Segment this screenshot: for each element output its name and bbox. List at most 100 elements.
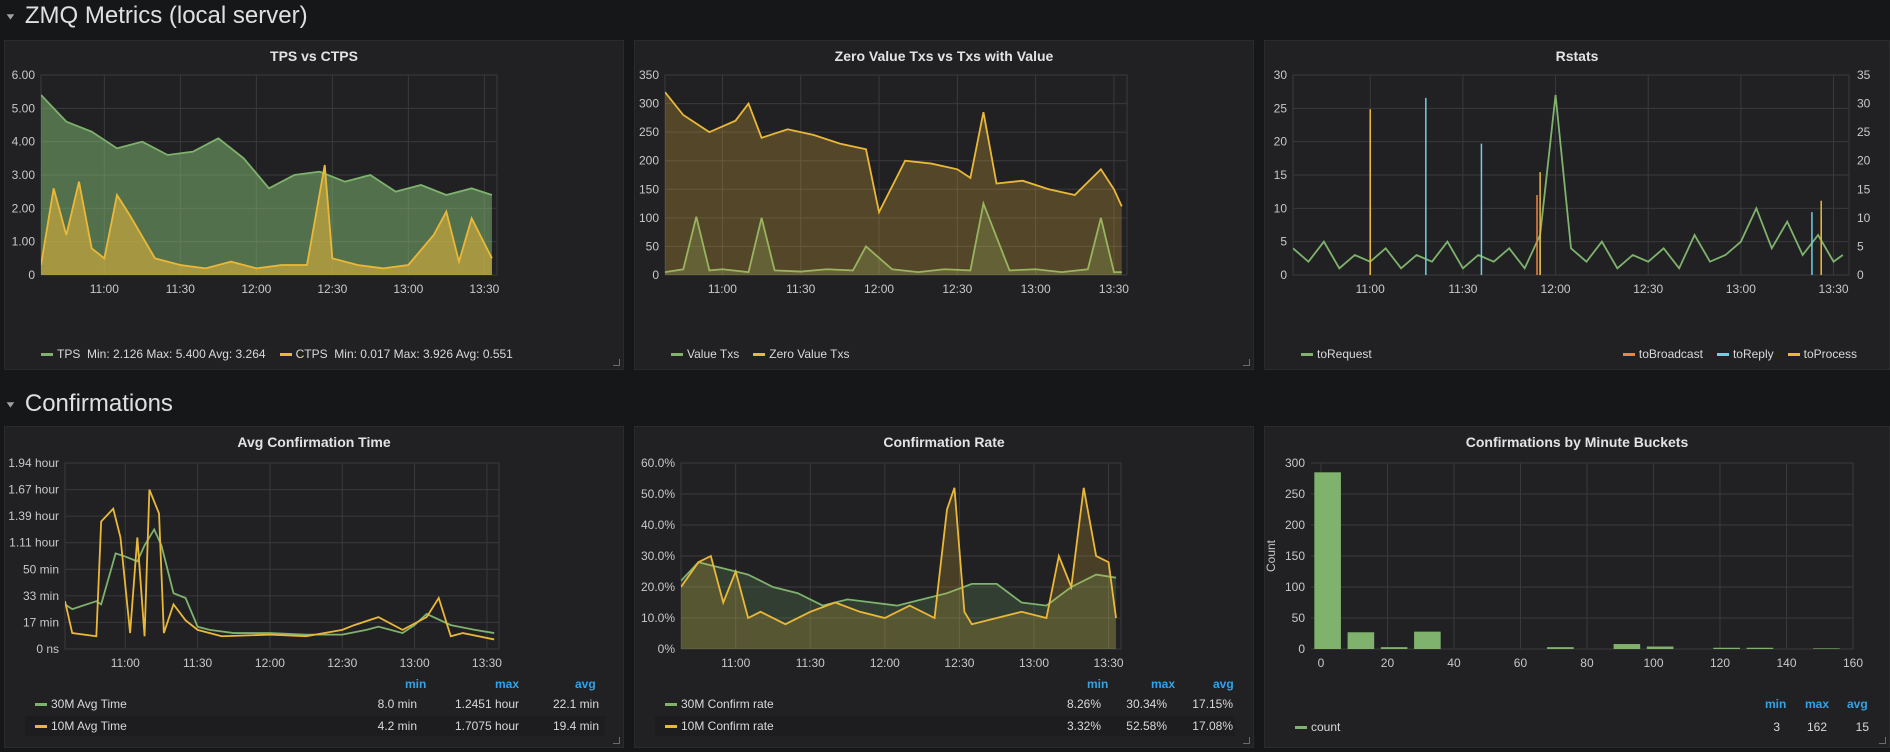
legend-header-avg[interactable]: avg bbox=[1213, 677, 1234, 691]
legend-header-max[interactable]: max bbox=[495, 677, 520, 691]
legend-header-min[interactable]: min bbox=[1087, 677, 1109, 691]
bar[interactable] bbox=[1613, 644, 1641, 649]
panel-confirmations-by-minute-buckets[interactable]: Confirmations by Minute Buckets 0 50 100 15… bbox=[1264, 426, 1890, 748]
row-title-confirmations[interactable]: ▼ Confirmations bbox=[4, 390, 173, 418]
series-line-10m-avg-time[interactable] bbox=[65, 489, 495, 641]
legend-stats: Min: 2.126 Max: 5.400 Avg: 3.264 bbox=[87, 347, 266, 361]
panel-confirmation-rate[interactable]: Confirmation Rate 0% 10.0% 20.0% 30.0% 40.0%… bbox=[634, 426, 1254, 748]
y-tick-label: 150 bbox=[1285, 549, 1305, 563]
y-tick-label: 50 bbox=[646, 239, 660, 253]
legend-swatch bbox=[753, 352, 766, 356]
series-line-zero-value-txs[interactable] bbox=[665, 91, 1123, 215]
x-tick-label: 11:00 bbox=[1356, 282, 1385, 296]
legend-item-to-request[interactable]: toRequest bbox=[1301, 347, 1372, 361]
row-title-zmq[interactable]: ▼ ZMQ Metrics (local server) bbox=[4, 2, 308, 30]
y2-tick-label: 5 bbox=[1857, 239, 1864, 253]
panel-title[interactable]: Zero Value Txs vs Txs with Value bbox=[834, 48, 1054, 64]
y-tick-label: 60.0% bbox=[641, 456, 675, 470]
chevron-down-icon[interactable]: ▼ bbox=[4, 10, 17, 22]
legend-header-min[interactable]: min bbox=[405, 677, 427, 691]
resize-handle[interactable] bbox=[613, 737, 620, 744]
legend-header-max[interactable]: max bbox=[1151, 677, 1176, 691]
resize-handle[interactable] bbox=[613, 359, 620, 366]
legend-item-zero-value-txs[interactable]: Zero Value Txs bbox=[753, 347, 850, 361]
series-line-30m-confirm-rate[interactable] bbox=[681, 561, 1117, 607]
panel-title[interactable]: Confirmations by Minute Buckets bbox=[1465, 434, 1689, 450]
bar[interactable] bbox=[1314, 472, 1341, 649]
bar[interactable] bbox=[1347, 632, 1375, 649]
legend-row[interactable]: 10M Avg Time 4.2 min 1.7075 hour 19.4 mi… bbox=[25, 716, 605, 736]
bar[interactable] bbox=[1713, 647, 1740, 649]
resize-handle[interactable] bbox=[1243, 737, 1250, 744]
y2-tick-label: 35 bbox=[1857, 68, 1871, 82]
legend-item-ctps[interactable]: CTPS Min: 0.017 Max: 3.926 Avg: 0.551 bbox=[279, 347, 513, 361]
bar[interactable] bbox=[1547, 647, 1574, 649]
bar[interactable] bbox=[1646, 646, 1674, 649]
legend-label: 30M Avg Time bbox=[51, 697, 127, 711]
legend-row[interactable]: count 3 162 15 bbox=[1285, 717, 1875, 737]
legend-label: 10M Avg Time bbox=[51, 719, 127, 733]
series-line-30m-avg-time[interactable] bbox=[65, 527, 495, 636]
series-line-value-txs[interactable] bbox=[665, 200, 1122, 274]
resize-handle[interactable] bbox=[1879, 737, 1886, 744]
y-tick-label: 15 bbox=[1274, 168, 1288, 182]
series-line-ctps[interactable] bbox=[41, 164, 493, 270]
grid bbox=[1311, 462, 1854, 650]
bar[interactable] bbox=[1380, 647, 1408, 649]
legend-header-max[interactable]: max bbox=[1805, 697, 1830, 711]
panel-title[interactable]: Confirmation Rate bbox=[883, 434, 1005, 450]
x-tick-label: 13:30 bbox=[1094, 656, 1124, 670]
series-line-torequest[interactable] bbox=[1293, 94, 1844, 271]
panel-title[interactable]: Avg Confirmation Time bbox=[237, 434, 391, 450]
bar[interactable] bbox=[1414, 631, 1441, 649]
y-tick-label: 250 bbox=[639, 125, 659, 139]
panel-title[interactable]: TPS vs CTPS bbox=[270, 48, 358, 64]
legend-item-tps[interactable]: TPS Min: 2.126 Max: 5.400 Avg: 3.264 bbox=[41, 347, 266, 361]
legend-label: toRequest bbox=[1317, 347, 1372, 361]
legend: Value Txs Zero Value Txs bbox=[671, 347, 858, 361]
x-tick-label: 12:30 bbox=[317, 282, 347, 296]
legend-swatch bbox=[1787, 352, 1800, 356]
resize-handle[interactable] bbox=[1243, 359, 1250, 366]
legend-item-to-process[interactable]: toProcess bbox=[1787, 347, 1857, 361]
chart-svg: 0 50 100 150 200 250 300 0 20 40 60 80 100 120 140 160 C… bbox=[1264, 456, 1863, 670]
bar[interactable] bbox=[1746, 647, 1774, 649]
legend-header-min[interactable]: min bbox=[1765, 697, 1787, 711]
legend-max: 52.58% bbox=[1126, 719, 1167, 733]
chart-svg: 0 1.00 2.00 3.00 4.00 5.00 6.00 11:00 11:30 12:00… bbox=[12, 68, 500, 296]
y-tick-label: 50 bbox=[1292, 611, 1306, 625]
panel-zero-value-txs[interactable]: Zero Value Txs vs Txs with Value 0 50 100 1… bbox=[634, 40, 1254, 370]
legend-max: 1.2451 hour bbox=[454, 697, 519, 711]
bar[interactable] bbox=[1813, 648, 1840, 649]
chevron-down-icon[interactable]: ▼ bbox=[4, 398, 17, 410]
y-tick-label: 300 bbox=[1285, 456, 1305, 470]
legend-avg: 17.08% bbox=[1192, 719, 1233, 733]
x-tick-label: 13:00 bbox=[1021, 282, 1051, 296]
area-10m-confirm-rate bbox=[681, 487, 1117, 649]
series-line-tps[interactable] bbox=[41, 94, 493, 196]
legend-row[interactable]: 10M Confirm rate 3.32% 52.58% 17.08% bbox=[655, 716, 1235, 736]
legend-row[interactable]: 30M Avg Time 8.0 min 1.2451 hour 22.1 mi… bbox=[25, 694, 605, 714]
legend-row[interactable]: 30M Confirm rate 8.26% 30.34% 17.15% bbox=[655, 694, 1235, 714]
legend-avg: 22.1 min bbox=[552, 697, 599, 711]
legend-item-to-reply[interactable]: toReply bbox=[1716, 347, 1774, 361]
panel-avg-confirmation-time[interactable]: Avg Confirmation Time 0 ns 17 min 33 min 50… bbox=[4, 426, 624, 748]
y2-tick-label: 30 bbox=[1857, 97, 1871, 111]
panel-title[interactable]: Rstats bbox=[1555, 48, 1599, 64]
y-tick-label: 0 bbox=[1298, 642, 1305, 656]
legend-header-avg[interactable]: avg bbox=[575, 677, 596, 691]
legend-item-to-broadcast[interactable]: toBroadcast bbox=[1622, 347, 1703, 361]
chart-svg: 0 5 10 15 20 25 30 0 5 10 15 20 25 30 35 11:00 11:30 12:0… bbox=[1274, 68, 1871, 296]
series-line-10m-confirm-rate[interactable] bbox=[681, 487, 1117, 626]
y-tick-label: 4.00 bbox=[12, 135, 36, 149]
x-tick-label: 12:30 bbox=[327, 656, 357, 670]
x-tick-label: 13:00 bbox=[400, 656, 430, 670]
legend-swatch bbox=[671, 352, 683, 356]
legend-item-value-txs[interactable]: Value Txs bbox=[671, 347, 739, 361]
legend-header-avg[interactable]: avg bbox=[1847, 697, 1868, 711]
y-tick-label: 2.00 bbox=[12, 201, 36, 215]
y2-tick-label: 20 bbox=[1857, 154, 1871, 168]
panel-rstats[interactable]: Rstats 0 5 10 15 20 25 30 0 5 10 15 20 25 30 35 11:00 11… bbox=[1264, 40, 1890, 370]
panel-tps-vs-ctps[interactable]: TPS vs CTPS 0 1.00 2.00 3.00 4.00 5.00 6.00 11:… bbox=[4, 40, 624, 370]
area-zero-value-txs bbox=[665, 92, 1122, 275]
